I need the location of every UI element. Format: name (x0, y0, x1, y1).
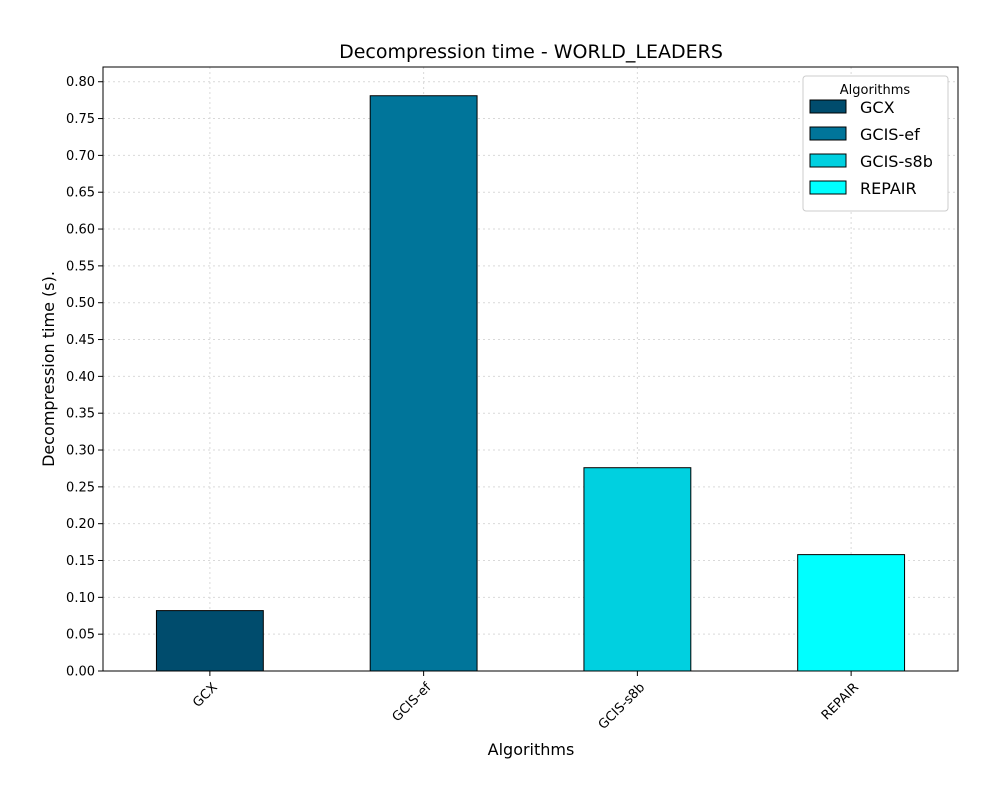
x-tick-label: REPAIR (819, 680, 862, 723)
legend-title: Algorithms (840, 83, 911, 98)
bars (155, 95, 906, 672)
y-tick-label: 0.00 (66, 665, 95, 680)
y-tick-label: 0.25 (66, 480, 95, 495)
y-tick-label: 0.10 (66, 591, 95, 606)
y-tick-label: 0.35 (66, 407, 95, 422)
legend-label: GCX (860, 98, 895, 117)
x-tick-label: GCX (190, 680, 221, 711)
y-tick-label: 0.15 (66, 554, 95, 569)
legend-swatch (809, 153, 847, 168)
y-tick-label: 0.20 (66, 517, 95, 532)
legend-swatch (809, 126, 847, 141)
y-tick-label: 0.70 (66, 149, 95, 164)
y-tick-label: 0.45 (66, 333, 95, 348)
y-tick-label: 0.60 (66, 223, 95, 238)
y-tick-label: 0.55 (66, 259, 95, 274)
x-tick-label: GCIS-ef (390, 680, 435, 725)
bar-gcis-ef (369, 95, 478, 672)
y-tick-label: 0.75 (66, 112, 95, 127)
y-tick-label: 0.05 (66, 628, 95, 643)
legend-swatch (809, 99, 847, 114)
legend-label: REPAIR (860, 179, 917, 198)
y-tick-label: 0.80 (66, 75, 95, 90)
y-axis-label: Decompression time (s). (39, 271, 58, 467)
x-tick-label: GCIS-s8b (596, 680, 648, 732)
y-tick-label: 0.40 (66, 370, 95, 385)
bar-gcis-s8b (583, 467, 692, 672)
bar-gcx (155, 610, 264, 672)
legend-swatch (809, 180, 847, 195)
x-axis: GCX GCIS-ef GCIS-s8b REPAIR (190, 671, 862, 733)
y-tick-label: 0.50 (66, 296, 95, 311)
plot-frame (102, 66, 959, 672)
y-tick-label: 0.65 (66, 186, 95, 201)
y-axis: 0.00 0.05 0.10 0.15 0.20 0.25 0.30 0.35 0.40 0.45… (66, 75, 103, 680)
y-tick-label: 0.30 (66, 444, 95, 459)
bar-repair (797, 554, 906, 672)
x-axis-label: Algorithms (488, 740, 575, 759)
legend-label: GCIS-ef (860, 125, 920, 144)
legend: Algorithms GCX GCIS-ef GCIS-s8b REPAIR (802, 75, 949, 212)
legend-label: GCIS-s8b (860, 152, 933, 171)
chart-title: Decompression time - WORLD_LEADERS (339, 41, 723, 63)
